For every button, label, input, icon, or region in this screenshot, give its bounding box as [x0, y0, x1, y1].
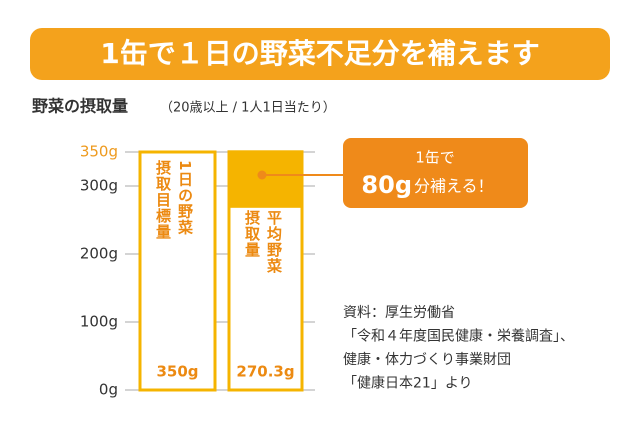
subtitle-note: （20歳以上 / 1人1日当たり）	[160, 101, 336, 116]
title-banner	[30, 28, 610, 80]
callout-box	[343, 138, 528, 208]
value-label: 350g	[156, 363, 198, 381]
y-tick-label: 0g	[99, 381, 118, 399]
callout-text: 分補える！	[414, 177, 494, 196]
callout-text: 1缶で	[415, 149, 455, 167]
category-label: 平均野菜 摂取量	[243, 210, 283, 274]
source-note: 資料：厚生労働省	[343, 305, 455, 321]
y-tick-label: 300g	[80, 177, 118, 195]
callout-value: 80g	[361, 171, 412, 199]
bar	[138, 150, 217, 392]
source-note: 健康・体力づくり事業財団	[343, 351, 511, 368]
bar	[227, 150, 304, 208]
y-tick-label: 350g	[80, 143, 118, 161]
source-note: 「健康日本21」より	[343, 375, 473, 392]
subtitle: 野菜の摂取量	[32, 97, 128, 116]
chart-title: 1缶で１日の野菜不足分を補えます	[100, 37, 539, 70]
y-tick-label: 200g	[80, 245, 118, 263]
y-tick-label: 100g	[80, 313, 118, 331]
callout-dot	[257, 170, 267, 180]
category-label: 1日の野菜 摂取目標量	[154, 160, 194, 240]
value-label: 270.3g	[236, 363, 294, 381]
source-note: 「令和４年度国民健康・栄養調査」、	[343, 328, 574, 345]
